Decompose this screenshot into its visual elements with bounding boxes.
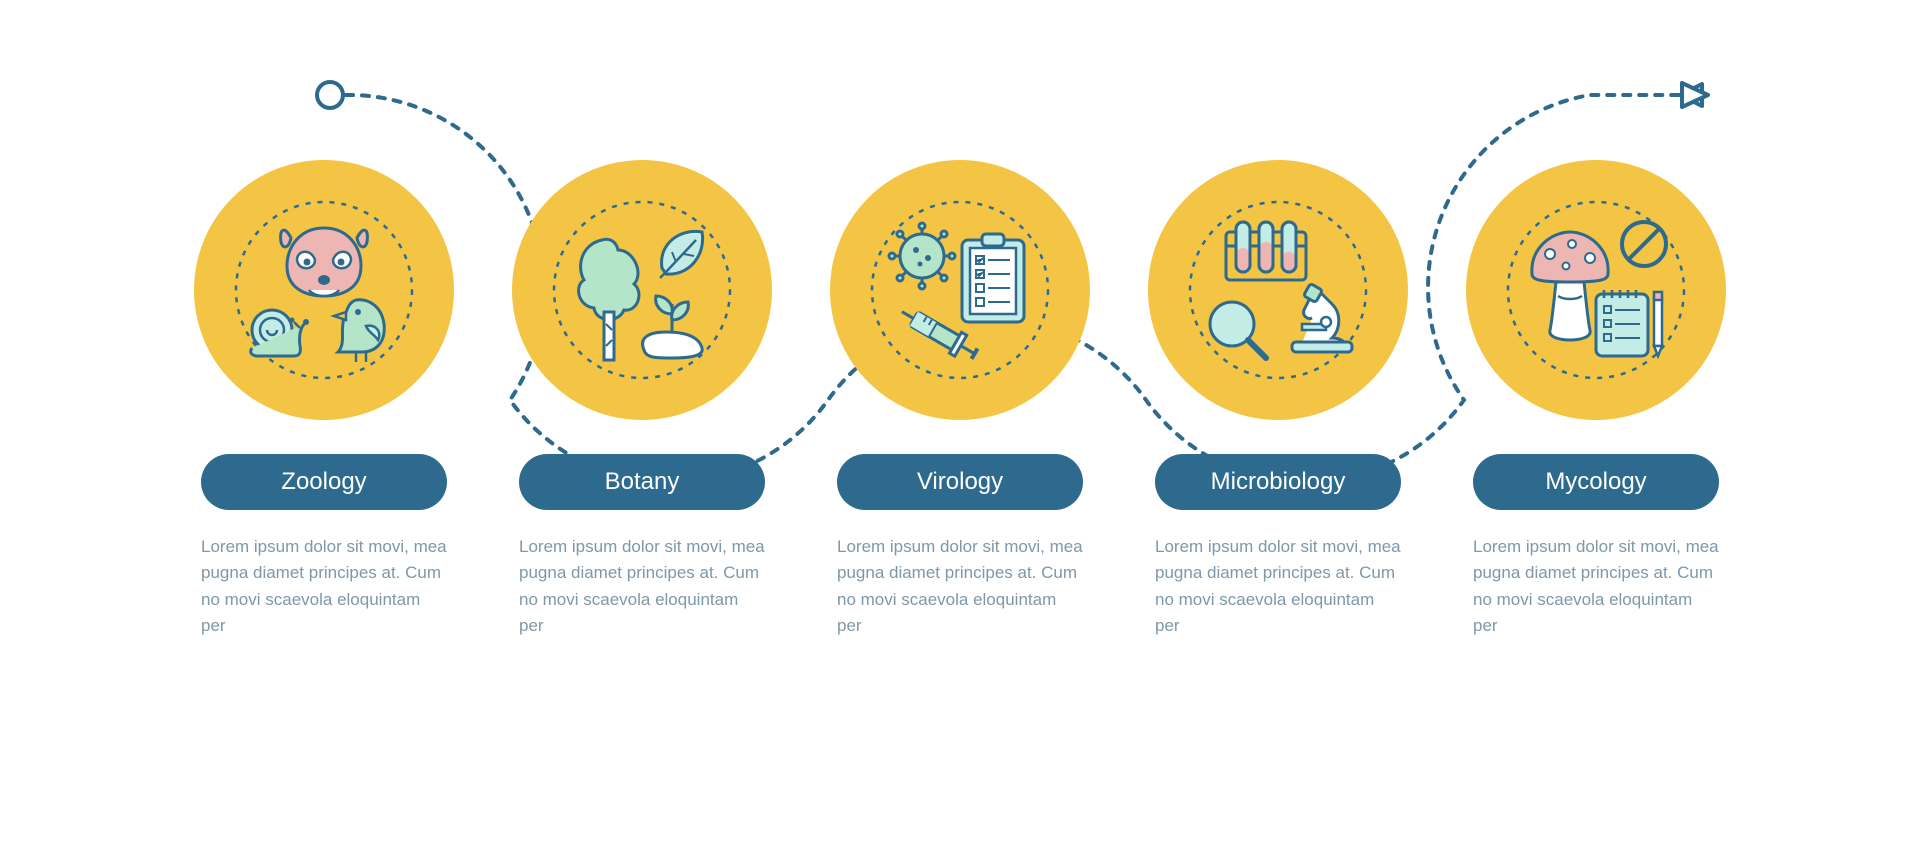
pill-label: Botany xyxy=(605,468,680,496)
circle-virology xyxy=(830,160,1090,420)
item-mycology: Mycology Lorem ipsum dolor sit movi, mea… xyxy=(1466,160,1726,639)
pill-label: Microbiology xyxy=(1211,468,1346,496)
pill-virology: Virology xyxy=(837,454,1083,510)
infographic-stage: Zoology Lorem ipsum dolor sit movi, mea … xyxy=(0,0,1920,850)
circle-microbiology xyxy=(1148,160,1408,420)
desc-virology: Lorem ipsum dolor sit movi, mea pugna di… xyxy=(837,534,1083,639)
item-botany: Botany Lorem ipsum dolor sit movi, mea p… xyxy=(512,160,772,639)
item-virology: Virology Lorem ipsum dolor sit movi, mea… xyxy=(830,160,1090,639)
botany-icon xyxy=(542,190,742,390)
pill-label: Zoology xyxy=(281,468,366,496)
desc-mycology: Lorem ipsum dolor sit movi, mea pugna di… xyxy=(1473,534,1719,639)
pill-mycology: Mycology xyxy=(1473,454,1719,510)
mycology-icon xyxy=(1496,190,1696,390)
item-zoology: Zoology Lorem ipsum dolor sit movi, mea … xyxy=(194,160,454,639)
circle-mycology xyxy=(1466,160,1726,420)
item-microbiology: Microbiology Lorem ipsum dolor sit movi,… xyxy=(1148,160,1408,639)
circle-botany xyxy=(512,160,772,420)
desc-microbiology: Lorem ipsum dolor sit movi, mea pugna di… xyxy=(1155,534,1401,639)
pill-label: Mycology xyxy=(1545,468,1646,496)
zoology-icon xyxy=(224,190,424,390)
microbiology-icon xyxy=(1178,190,1378,390)
desc-botany: Lorem ipsum dolor sit movi, mea pugna di… xyxy=(519,534,765,639)
pill-botany: Botany xyxy=(519,454,765,510)
pill-microbiology: Microbiology xyxy=(1155,454,1401,510)
pill-label: Virology xyxy=(917,468,1003,496)
pill-zoology: Zoology xyxy=(201,454,447,510)
circle-zoology xyxy=(194,160,454,420)
items-row: Zoology Lorem ipsum dolor sit movi, mea … xyxy=(0,160,1920,639)
desc-zoology: Lorem ipsum dolor sit movi, mea pugna di… xyxy=(201,534,447,639)
virology-icon xyxy=(860,190,1060,390)
